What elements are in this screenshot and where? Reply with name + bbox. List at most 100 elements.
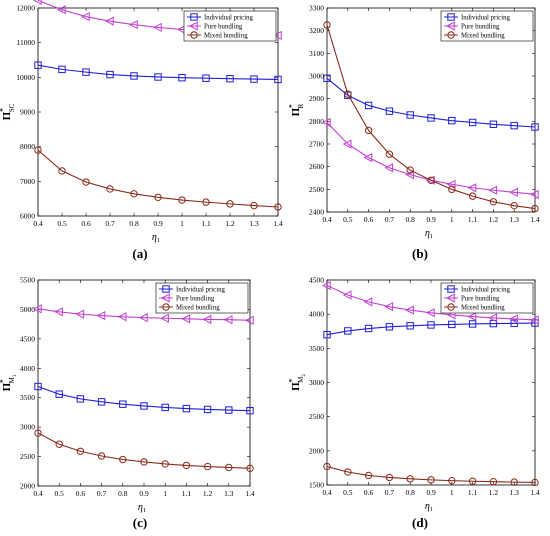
data-point bbox=[467, 311, 477, 322]
data-point bbox=[448, 476, 456, 485]
legend-swatch-marker bbox=[447, 31, 455, 39]
x-tick-label: 0.4 bbox=[322, 215, 332, 224]
y-axis-label-sub: R bbox=[297, 103, 305, 108]
x-tick-label: 0.8 bbox=[406, 215, 416, 224]
y-tick-label: 2800 bbox=[309, 117, 324, 126]
x-tick-label: 0.4 bbox=[33, 489, 43, 498]
x-tick-label: 1.4 bbox=[245, 489, 255, 498]
x-tick-label: 1.2 bbox=[489, 215, 499, 224]
data-point bbox=[182, 404, 191, 413]
legend-entry: Mixed bundling bbox=[204, 33, 248, 40]
x-tick-label: 1.2 bbox=[225, 219, 235, 228]
data-point bbox=[509, 314, 518, 324]
y-tick-label: 2000 bbox=[20, 482, 35, 491]
y-tick-label: 1500 bbox=[309, 481, 324, 490]
y-tick-label: 4500 bbox=[309, 276, 324, 285]
data-point bbox=[510, 121, 518, 130]
data-point bbox=[364, 471, 373, 480]
series-line bbox=[37, 386, 251, 412]
data-point bbox=[130, 190, 138, 198]
y-tick-label: 10000 bbox=[16, 73, 35, 82]
legend-swatch-marker bbox=[162, 285, 170, 293]
data-point bbox=[32, 304, 42, 314]
data-point bbox=[55, 440, 63, 448]
y-axis-label: Π*R bbox=[288, 103, 305, 116]
panel-label: (a) bbox=[132, 246, 147, 261]
series-line bbox=[37, 432, 251, 469]
data-point bbox=[34, 146, 42, 154]
series-individual-pricing bbox=[34, 61, 282, 84]
y-tick-label: 2500 bbox=[309, 185, 324, 194]
y-tick-label: 3000 bbox=[20, 423, 35, 432]
x-tick-label: 1.1 bbox=[201, 219, 211, 228]
data-point bbox=[427, 321, 435, 329]
y-tick-label: 6000 bbox=[20, 212, 35, 221]
x-axis-label-sub: 1 bbox=[157, 237, 160, 244]
series-line bbox=[326, 284, 536, 321]
data-point bbox=[385, 473, 394, 482]
legend: Individual pricing Pure bundling Mixed bun… bbox=[440, 282, 534, 314]
data-point bbox=[344, 468, 352, 476]
data-point bbox=[364, 101, 373, 110]
data-point bbox=[342, 139, 352, 149]
y-axis-label-sup: * bbox=[288, 104, 296, 108]
chart-panel-2: 0.4 0.5 0.6 0.7 0.8 0.9 1 1.1 1.2 1.3 1.4 2400 2500 2… bbox=[288, 4, 540, 262]
x-tick-label: 1.4 bbox=[273, 219, 283, 228]
x-tick-label: 0.6 bbox=[81, 219, 91, 228]
data-point bbox=[96, 310, 106, 321]
y-axis-label-subsub: 1 bbox=[13, 374, 18, 377]
data-point bbox=[323, 462, 331, 471]
y-axis-label-sup: * bbox=[0, 108, 7, 112]
x-tick-label: 0.6 bbox=[76, 489, 86, 498]
legend: Individual pricing Pure bundling Mixed bun… bbox=[155, 282, 249, 314]
data-point bbox=[202, 198, 210, 206]
data-point bbox=[468, 118, 477, 127]
data-point bbox=[531, 478, 539, 487]
y-tick-label: 2900 bbox=[309, 94, 324, 103]
data-point bbox=[152, 22, 162, 33]
data-point bbox=[119, 400, 127, 408]
data-point bbox=[104, 16, 114, 26]
data-point bbox=[54, 307, 63, 317]
y-tick-label: 9000 bbox=[20, 108, 35, 117]
series-line bbox=[326, 466, 536, 484]
data-point bbox=[178, 196, 186, 204]
y-tick-label: 7000 bbox=[20, 177, 35, 186]
x-axis-label-sub: 1 bbox=[430, 233, 433, 240]
data-point bbox=[323, 330, 331, 339]
series-mixed-bundling bbox=[34, 146, 282, 211]
y-tick-label: 11000 bbox=[17, 38, 36, 47]
y-tick-label: 2500 bbox=[309, 412, 324, 421]
y-axis-label-sub: M bbox=[297, 376, 305, 383]
data-point bbox=[489, 198, 498, 206]
x-axis-label-sub: 1 bbox=[430, 506, 433, 513]
y-tick-label: 2700 bbox=[309, 140, 324, 149]
legend: Individual pricing Pure bundling Mixed bun… bbox=[183, 10, 277, 42]
series-line bbox=[326, 77, 536, 128]
legend-swatch-marker bbox=[445, 293, 455, 303]
data-point bbox=[468, 192, 477, 200]
x-tick-label: 1 bbox=[450, 215, 454, 224]
x-tick-label: 1.2 bbox=[203, 489, 213, 498]
data-point bbox=[529, 189, 539, 199]
legend-entry: Individual pricing bbox=[176, 287, 225, 294]
data-point bbox=[130, 72, 138, 80]
y-axis-label-sup: * bbox=[0, 379, 7, 383]
x-tick-label: 0.8 bbox=[118, 489, 128, 498]
x-axis-label: η1 bbox=[138, 502, 146, 514]
data-point bbox=[34, 429, 42, 437]
x-tick-label: 0.6 bbox=[364, 488, 374, 497]
data-point bbox=[510, 201, 518, 210]
data-point bbox=[82, 178, 90, 186]
data-point bbox=[161, 460, 169, 468]
data-point bbox=[244, 315, 254, 325]
legend-entry: Mixed bundling bbox=[176, 305, 220, 312]
x-tick-label: 1.3 bbox=[510, 215, 520, 224]
data-point bbox=[510, 319, 518, 328]
series-mixed-bundling bbox=[323, 21, 539, 213]
data-point bbox=[58, 65, 66, 74]
data-point bbox=[384, 163, 394, 173]
data-point bbox=[385, 150, 394, 158]
data-point bbox=[97, 398, 106, 406]
y-tick-label: 3500 bbox=[20, 393, 35, 402]
